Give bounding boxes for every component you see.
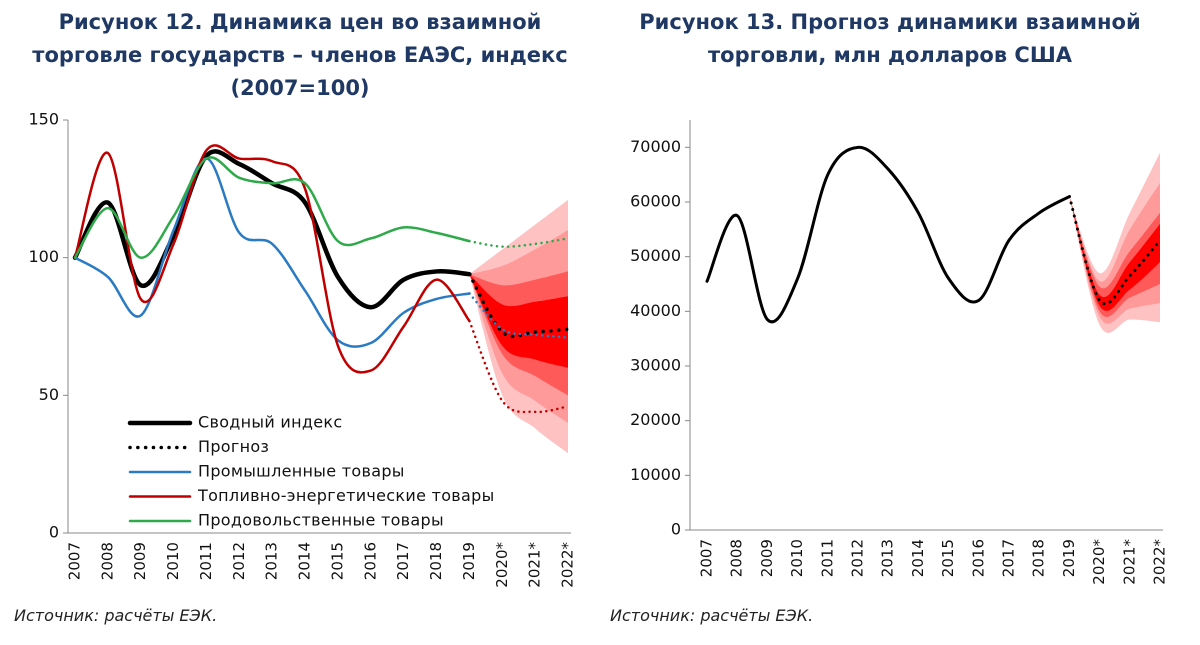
forecast-line [468,292,570,339]
y-tick-label: 20000 [630,410,681,429]
x-tick-label: 2020* [1090,539,1108,585]
x-tick-label: 2018 [1030,539,1048,577]
x-tick-label: 2021* [1120,539,1138,585]
x-tick-label: 2022* [559,542,577,588]
x-tick-label: 2010 [788,539,806,577]
y-tick-label: 100 [28,247,59,266]
x-tick-label: 2011 [197,542,215,580]
y-tick-label: 50000 [630,246,681,265]
y-tick-label: 40000 [630,301,681,320]
x-tick-label: 2013 [879,539,897,577]
x-tick-label: 2013 [263,542,281,580]
x-tick-label: 2022* [1151,539,1169,585]
source-note: Источник: расчёты ЕЭК. [14,606,218,625]
fan-band [469,274,568,368]
x-tick-label: 2010 [164,542,182,580]
x-tick-label: 2012 [230,542,248,580]
source-note: Источник: расчёты ЕЭК. [610,606,814,625]
fan-band [1069,196,1160,311]
y-tick-label: 0 [49,523,59,542]
series-line [705,145,1071,324]
x-tick-label: 2016 [969,539,987,577]
forecast-line [468,319,570,414]
x-tick-label: 2018 [427,542,445,580]
forecast-line [1067,195,1162,306]
forecast-line [468,237,570,248]
series-line [73,144,471,374]
legend-label: Сводный индекс [198,413,342,432]
series-line [73,157,471,348]
chart-title: Рисунок 13. Прогноз динамики взаимной то… [639,10,1141,67]
chart-title: Рисунок 12. Динамика цен во взаимной тор… [32,10,568,100]
x-tick-label: 2021* [526,542,544,588]
legend-label: Промышленные товары [198,462,405,481]
x-tick-label: 2011 [818,539,836,577]
x-tick-label: 2012 [849,539,867,577]
legend-label: Топливно-энергетические товары [197,486,495,505]
x-tick-label: 2015 [939,539,957,577]
y-tick-label: 70000 [630,137,681,156]
x-tick-label: 2016 [361,542,379,580]
y-tick-label: 60000 [630,192,681,211]
x-tick-label: 2017 [394,542,412,580]
x-tick-label: 2007 [66,542,84,580]
y-tick-label: 150 [28,110,59,129]
series-line [73,156,471,259]
x-tick-label: 2009 [131,542,149,580]
x-tick-label: 2014 [296,542,314,580]
series-line [72,149,472,310]
y-tick-label: 50 [39,385,59,404]
legend-label: Продовольственные товары [198,511,444,530]
y-tick-label: 0 [671,520,681,539]
x-tick-label: 2008 [728,539,746,577]
x-tick-label: 2019 [460,542,478,580]
y-tick-label: 10000 [630,465,681,484]
x-tick-label: 2017 [1000,539,1018,577]
x-tick-label: 2020* [493,542,511,588]
x-tick-label: 2007 [698,539,716,577]
legend-label: Прогноз [198,437,269,456]
x-tick-label: 2008 [98,542,116,580]
x-tick-label: 2009 [758,539,776,577]
y-tick-label: 30000 [630,356,681,375]
x-tick-label: 2014 [909,539,927,577]
x-tick-label: 2015 [328,542,346,580]
x-tick-label: 2019 [1060,539,1078,577]
